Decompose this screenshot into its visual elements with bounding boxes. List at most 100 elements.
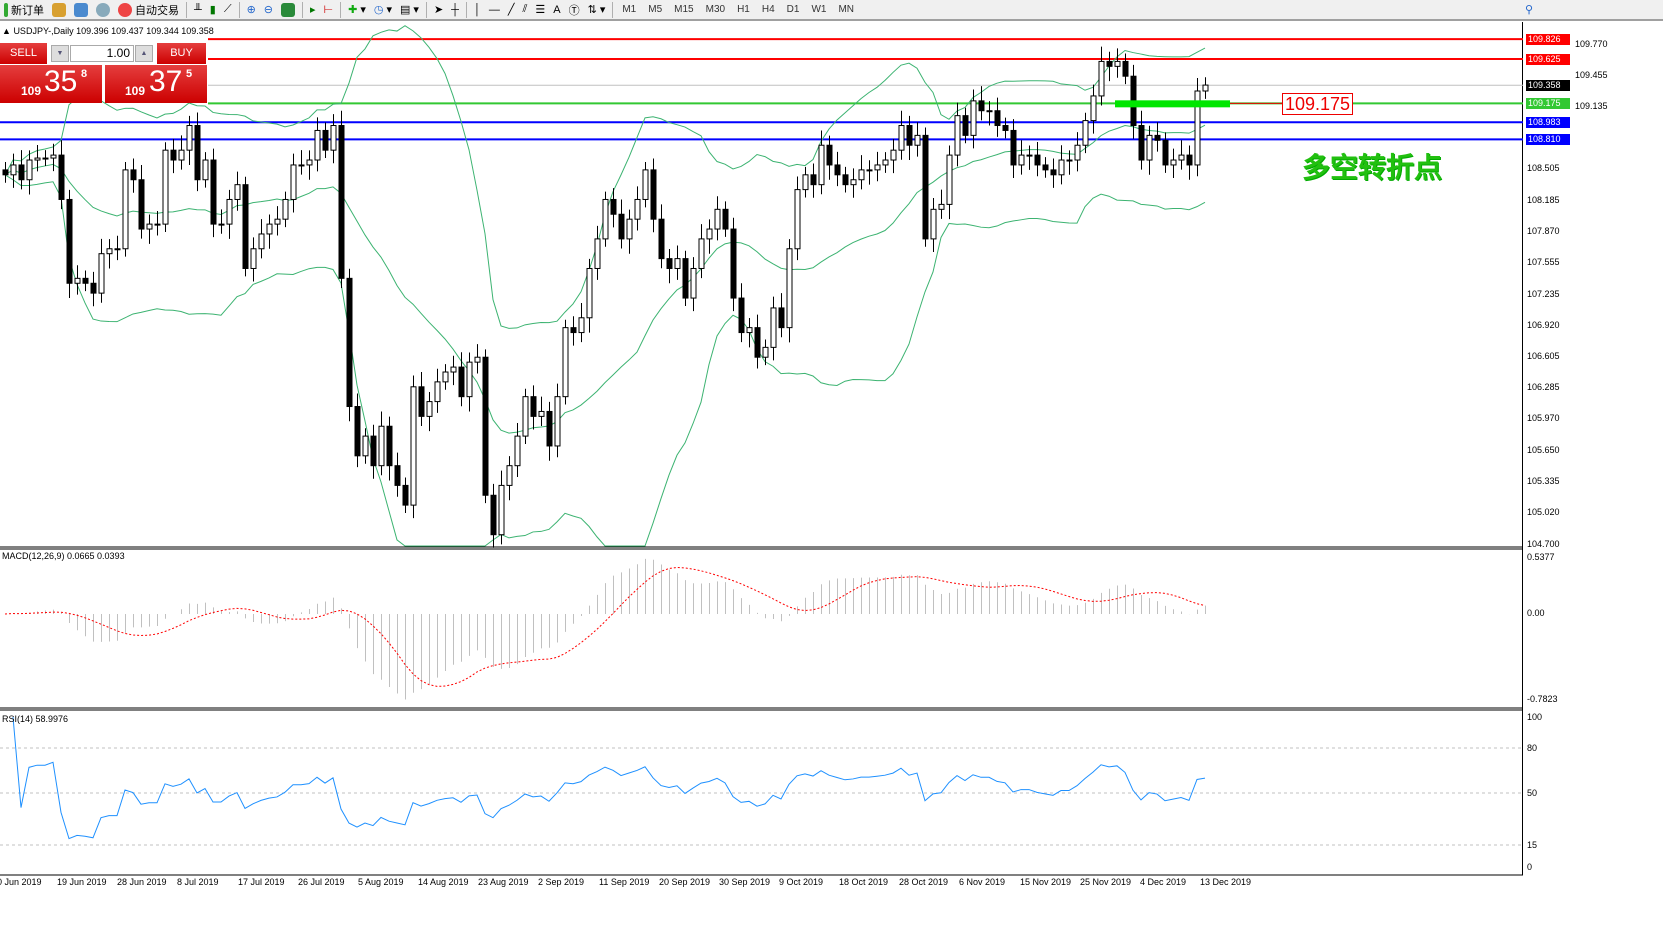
tile-windows-button[interactable] xyxy=(277,0,299,19)
candle xyxy=(338,125,345,279)
candle xyxy=(1186,154,1193,166)
sell-button[interactable]: SELL xyxy=(0,43,47,64)
candle xyxy=(154,223,161,226)
candle xyxy=(274,218,281,225)
horizontal-line-tool[interactable]: — xyxy=(485,0,504,19)
arrows-icon: ⇅ xyxy=(587,4,597,16)
candle-chart-button[interactable]: ▮ xyxy=(206,0,220,19)
candle xyxy=(906,125,913,146)
zoom-in-button[interactable]: ⊕ xyxy=(243,0,260,19)
candlestick-icon: ▮ xyxy=(209,4,216,16)
horizontal-line-icon: — xyxy=(488,3,500,16)
channel-icon: ⫽ xyxy=(522,3,528,15)
price-axis[interactable]: 109.770 109.455 109.135 108.505 108.185 107.8… xyxy=(1523,22,1663,892)
autoscroll-button[interactable]: ▸ xyxy=(306,0,320,19)
cursor-tool[interactable]: ➤ xyxy=(430,0,447,19)
crosshair-icon: ┼ xyxy=(451,3,459,16)
date-label: 2 Sep 2019 xyxy=(538,877,585,887)
candle xyxy=(90,282,97,294)
new-order-button[interactable]: 新订单 xyxy=(0,0,48,19)
price-tag-108.983[interactable]: 108.983 xyxy=(1526,117,1570,129)
candle xyxy=(1194,90,1201,166)
candle xyxy=(1154,134,1161,141)
sell-price-button[interactable]: 109 35 8 xyxy=(0,65,102,103)
price-tag-109.625[interactable]: 109.625 xyxy=(1526,53,1570,65)
candle xyxy=(290,164,297,200)
text-label-tool[interactable]: Ⓣ xyxy=(565,0,584,19)
timeframe-h1[interactable]: H1 xyxy=(737,4,750,15)
candle xyxy=(762,346,769,358)
buy-button-label[interactable]: BUY xyxy=(157,43,206,64)
candle xyxy=(146,223,153,230)
text-icon: A xyxy=(553,3,561,16)
arrows-tool[interactable]: ⇅ ▾ xyxy=(587,4,606,16)
price-tag-109.358[interactable]: 109.358 xyxy=(1526,80,1570,92)
chart-canvas[interactable] xyxy=(0,0,1523,945)
lot-increase-button[interactable]: ▲ xyxy=(135,45,153,62)
timeframe-m15[interactable]: M15 xyxy=(674,4,694,15)
rsi-label: RSI(14) 58.9976 xyxy=(2,714,69,724)
vertical-line-tool[interactable]: │ xyxy=(470,0,485,19)
line-chart-button[interactable]: ⟋ xyxy=(220,0,236,19)
timeframe-m1[interactable]: M1 xyxy=(622,4,637,15)
indicators-button[interactable]: ✚ ▾ xyxy=(348,4,366,16)
candle xyxy=(202,159,209,181)
date-label: 30 Sep 2019 xyxy=(719,877,771,887)
candle xyxy=(554,396,561,447)
candle xyxy=(650,169,657,220)
candle xyxy=(674,258,681,269)
candle xyxy=(1066,159,1073,162)
lot-size-input[interactable]: 1.00 xyxy=(70,45,134,62)
turning-point-label[interactable]: 多空转折点 xyxy=(1302,152,1443,183)
rsi-tick: 0 xyxy=(1527,862,1533,872)
collapse-icon[interactable]: ▲ xyxy=(2,26,11,36)
tile-icon xyxy=(281,2,295,17)
text-tool[interactable]: A xyxy=(549,0,564,19)
candle xyxy=(330,125,337,151)
fibonacci-tool[interactable]: ☰ xyxy=(531,0,549,19)
candle xyxy=(834,164,841,176)
timeframe-d1[interactable]: D1 xyxy=(786,4,800,15)
candle xyxy=(802,174,809,191)
candle xyxy=(538,410,545,417)
separator xyxy=(425,1,427,18)
equidistant-channel-tool[interactable]: ⫽ xyxy=(518,0,531,19)
candle xyxy=(194,125,201,181)
price-tag-109.826[interactable]: 109.826 xyxy=(1526,34,1570,46)
chart-shift-button[interactable]: ⊢ xyxy=(320,0,338,19)
cursor-icon: ➤ xyxy=(433,4,444,16)
timeframe-m5[interactable]: M5 xyxy=(648,4,663,15)
candle xyxy=(578,317,585,334)
search-button[interactable]: ⚲ xyxy=(1525,3,1663,16)
buy-price-button[interactable]: 109 37 5 xyxy=(105,65,207,103)
candle xyxy=(658,218,665,260)
timeframe-m30[interactable]: M30 xyxy=(705,4,726,15)
terminal-button[interactable] xyxy=(70,0,92,19)
candle xyxy=(34,157,41,161)
timeframe-mn[interactable]: MN xyxy=(838,4,855,15)
zoom-out-button[interactable]: ⊖ xyxy=(260,0,277,19)
candle xyxy=(970,100,977,136)
candle xyxy=(730,228,737,299)
lot-decrease-button[interactable]: ▼ xyxy=(51,45,69,62)
periods-button[interactable]: ◷ ▾ xyxy=(373,4,393,16)
candle xyxy=(1146,134,1153,161)
candle xyxy=(1098,60,1105,97)
price-tick: 105.650 xyxy=(1527,444,1560,455)
price-tag-108.810[interactable]: 108.810 xyxy=(1526,134,1570,146)
price-tag-109.175[interactable]: 109.175 xyxy=(1526,98,1570,110)
bar-chart-button[interactable]: ╨ xyxy=(190,0,206,19)
templates-button[interactable]: ▤ ▾ xyxy=(400,4,419,16)
crosshair-tool[interactable]: ┼ xyxy=(447,0,463,19)
price-annotation-box[interactable]: 109.175 xyxy=(1282,93,1354,115)
timeframe-h4[interactable]: H4 xyxy=(761,4,775,15)
candle xyxy=(922,134,929,240)
candle xyxy=(50,154,57,159)
separator xyxy=(612,1,614,18)
candle xyxy=(394,465,401,486)
history-button[interactable] xyxy=(48,0,70,19)
signals-button[interactable] xyxy=(92,0,114,19)
timeframe-w1[interactable]: W1 xyxy=(811,4,827,15)
trendline-tool[interactable]: ╱ xyxy=(504,0,519,19)
auto-trading-button[interactable]: 自动交易 xyxy=(114,0,183,19)
